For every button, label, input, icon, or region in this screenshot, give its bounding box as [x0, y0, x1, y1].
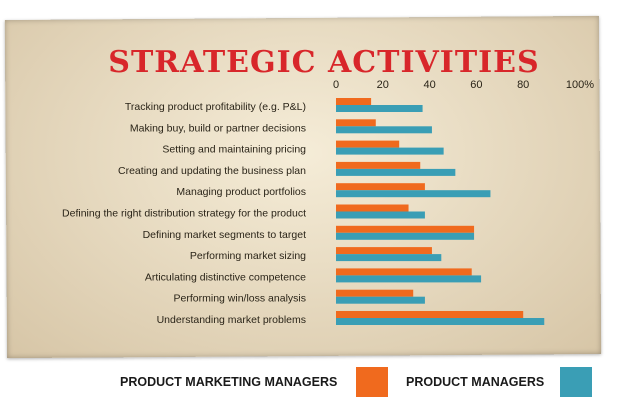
bar-product-managers	[336, 190, 491, 198]
bar-product-managers	[336, 296, 425, 304]
legend-label-pmm: PRODUCT MARKETING MANAGERS	[120, 375, 338, 389]
bar-product-managers	[336, 275, 482, 283]
category-label: Defining the right distribution strategy…	[62, 208, 306, 220]
bars	[336, 98, 545, 325]
category-label: Understanding market problems	[157, 314, 306, 326]
bar-product-managers	[336, 318, 545, 325]
x-tick-label: 40	[423, 79, 435, 91]
bar-product-managers	[336, 232, 475, 240]
bar-product-marketing-managers	[336, 119, 376, 127]
bar-product-marketing-managers	[336, 268, 472, 276]
category-label: Performing win/loss analysis	[174, 293, 306, 305]
bar-product-managers	[336, 105, 423, 112]
x-tick-label: 80	[517, 79, 529, 91]
bar-product-managers	[336, 254, 442, 262]
bar-product-managers	[336, 168, 456, 176]
bar-product-marketing-managers	[336, 98, 372, 105]
bar-product-marketing-managers	[336, 161, 421, 169]
legend-label-pm: PRODUCT MANAGERS	[406, 375, 545, 389]
category-label: Managing product portfolios	[176, 186, 306, 198]
legend-swatch-pm	[560, 367, 592, 397]
bar-product-marketing-managers	[336, 289, 414, 297]
x-tick-label: 0	[333, 79, 339, 91]
category-label: Tracking product profitability (e.g. P&L…	[125, 101, 306, 113]
x-tick-label: 100%	[566, 79, 594, 91]
bar-product-managers	[336, 126, 432, 134]
category-labels: Tracking product profitability (e.g. P&L…	[62, 101, 306, 326]
legend-swatch-pmm	[356, 367, 388, 397]
bar-product-managers	[336, 211, 425, 219]
category-label: Articulating distinctive competence	[145, 271, 306, 283]
bar-product-marketing-managers	[336, 225, 475, 233]
chart-title: STRATEGIC ACTIVITIES	[108, 45, 539, 80]
strategic-activities-chart: STRATEGIC ACTIVITIES 0 20 40 60 80 100% Track…	[62, 45, 594, 326]
category-label: Performing market sizing	[190, 250, 306, 262]
category-label: Creating and updating the business plan	[118, 165, 306, 177]
category-label: Defining market segments to target	[143, 229, 306, 241]
category-label: Making buy, build or partner decisions	[130, 122, 306, 134]
bar-product-marketing-managers	[336, 247, 432, 255]
bar-product-marketing-managers	[336, 204, 409, 212]
x-axis-ticks: 0 20 40 60 80 100%	[333, 79, 594, 91]
bar-product-marketing-managers	[336, 183, 425, 191]
x-tick-label: 20	[377, 79, 389, 91]
bar-product-managers	[336, 147, 444, 155]
category-label: Setting and maintaining pricing	[162, 144, 306, 156]
bar-product-marketing-managers	[336, 311, 524, 318]
x-tick-label: 60	[470, 79, 482, 91]
legend: PRODUCT MARKETING MANAGERS PRODUCT MANAG…	[0, 360, 633, 400]
bar-product-marketing-managers	[336, 140, 400, 148]
